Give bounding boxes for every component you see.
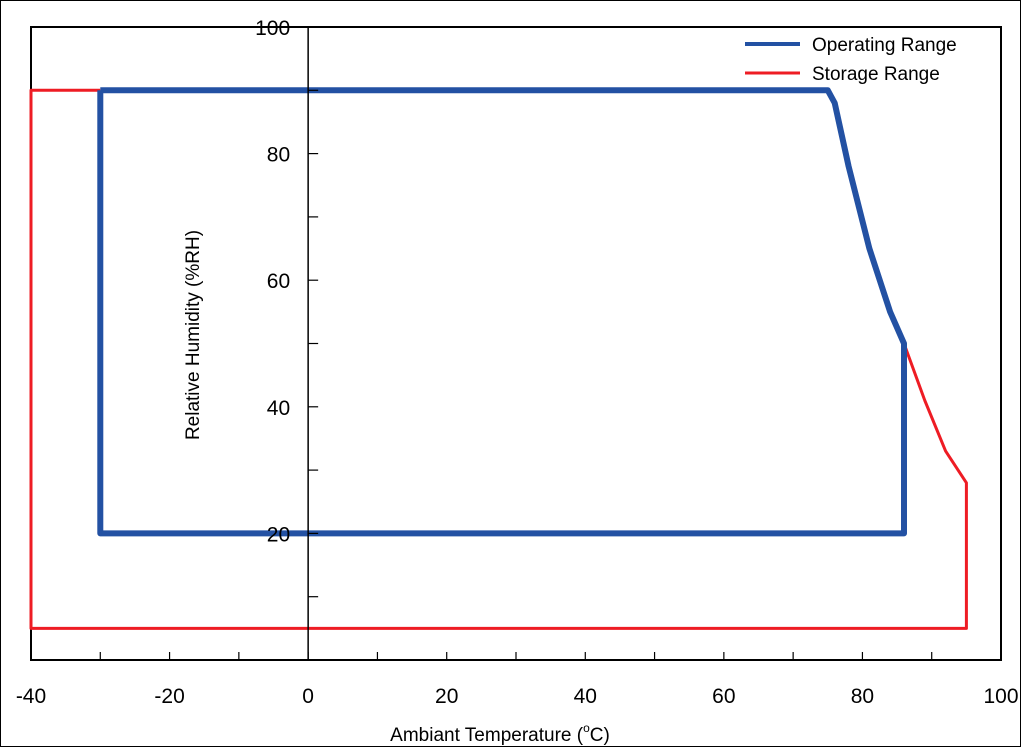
y-tick-label: 80 (267, 144, 290, 167)
x-tick-label: 20 (435, 685, 458, 708)
y-axis-title: Relative Humidity (%RH) (183, 230, 204, 440)
x-axis-title: Ambiant Temperature (oC) (390, 721, 610, 746)
x-tick-label: -20 (154, 685, 184, 708)
y-tick-label: 20 (267, 523, 290, 546)
ticks-layer: -40 -20 0 20 40 60 80 100 20 40 60 80 100 (16, 17, 1019, 708)
y-tick-label: 60 (267, 270, 290, 293)
series-line-storage-range (29, 88, 968, 630)
legend-label-operating-range: Operating Range (812, 35, 957, 56)
x-axis-title-main: Ambiant Temperature ( (390, 725, 584, 746)
y-tick-label: 100 (255, 17, 290, 40)
x-axis-title-unit: C) (590, 725, 610, 746)
x-tick-label: 40 (574, 685, 597, 708)
x-tick-label: 100 (983, 685, 1018, 708)
legend-label-storage-range: Storage Range (812, 64, 940, 85)
x-tick-label: -40 (16, 685, 46, 708)
series-layer (29, 87, 968, 630)
legend: Operating Range Storage Range (745, 35, 957, 85)
x-axis-title-degree: o (583, 721, 590, 735)
y-tick-label: 40 (267, 397, 290, 420)
x-tick-label: 80 (851, 685, 874, 708)
plot-area (30, 26, 1002, 661)
plot-border (30, 26, 1002, 661)
series-line-operating-range (97, 87, 907, 537)
x-tick-label: 60 (712, 685, 735, 708)
x-tick-label: 0 (302, 685, 314, 708)
